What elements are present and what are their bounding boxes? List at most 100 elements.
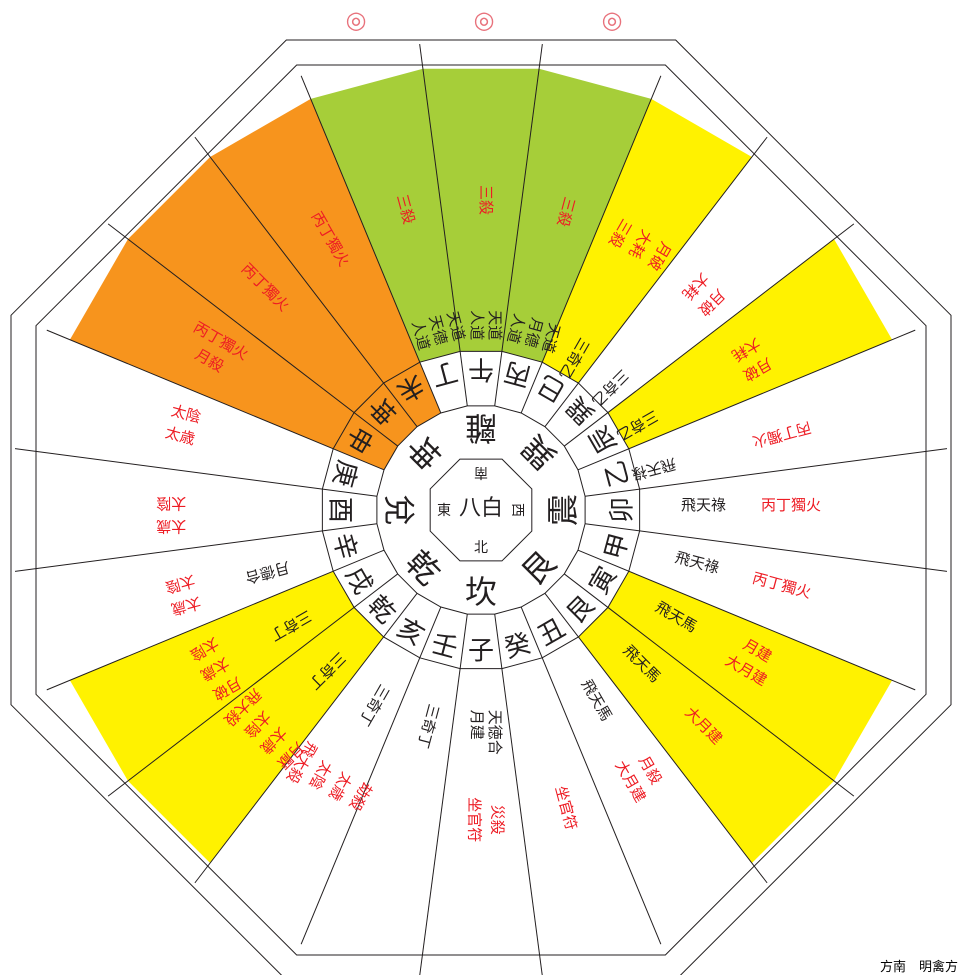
sector-fill — [578, 607, 835, 864]
sector-fill — [628, 339, 923, 490]
inner-cell — [333, 412, 398, 470]
inner-cell — [578, 448, 640, 497]
center-north: 北 — [474, 540, 488, 556]
sector-divider — [494, 614, 543, 975]
sector-fill — [310, 68, 461, 363]
outer-annotation: 人道 — [468, 310, 486, 340]
sector-divider — [494, 43, 543, 406]
sector-divider — [544, 592, 768, 884]
sector-fill — [607, 239, 893, 449]
sector-divider — [107, 573, 399, 797]
inner-cell — [564, 412, 629, 470]
outer-annotation: 天徳合 — [486, 710, 504, 755]
sector-divider — [585, 448, 948, 497]
inner-cell — [564, 550, 629, 608]
footer-note: 方南 明禽方 — [879, 960, 958, 975]
stem-label: 子 — [468, 637, 494, 667]
trigram-label: 兌 — [380, 494, 418, 526]
sector-divider — [419, 43, 468, 406]
sector-fill — [639, 451, 923, 569]
inner-cell — [460, 614, 502, 669]
sector-fill — [501, 68, 652, 363]
sector-divider — [194, 592, 418, 884]
sector-divider — [563, 573, 855, 797]
stem-label: 酉 — [325, 497, 355, 523]
sector-fill — [127, 156, 384, 413]
sector-fill — [210, 636, 420, 922]
inner-cell — [494, 351, 543, 413]
mark-3: ◎ — [602, 6, 623, 34]
sector-divider — [300, 606, 442, 945]
inner-cell — [521, 362, 579, 427]
sector-fill — [542, 98, 752, 384]
hub-octagon — [429, 458, 533, 562]
inner-cell — [322, 523, 384, 572]
sector-divider — [577, 549, 916, 691]
marks: ◎ ◎ ◎ — [346, 6, 623, 34]
sector-divider — [46, 329, 385, 471]
sector-fill — [210, 98, 420, 384]
sector-fill — [39, 451, 323, 569]
outer-annotation: 月建 — [468, 710, 486, 740]
sector-fill — [69, 239, 355, 449]
inner-cell — [544, 573, 608, 637]
outer-annotation: 天道 — [486, 310, 504, 340]
inner-cell — [322, 448, 384, 497]
stem-label: 卯 — [608, 497, 638, 523]
sector-divider — [563, 223, 855, 447]
sector-fill — [39, 530, 334, 681]
inner-cell — [333, 550, 398, 608]
inner-cell — [419, 607, 468, 669]
sector-fill — [127, 607, 384, 864]
rim-annotation: 災殺 — [488, 805, 506, 835]
sector-divider — [544, 136, 768, 428]
sector-divider — [520, 606, 662, 945]
sector-divider — [14, 448, 377, 497]
sector-divider — [520, 75, 662, 414]
trigram-label: 離 — [465, 409, 497, 447]
inner-cell — [419, 351, 468, 413]
center-west: 西 — [509, 503, 525, 517]
sector-divider — [107, 223, 399, 447]
mark-2: ◎ — [474, 6, 495, 34]
rim-annotation: 太陰 — [156, 495, 186, 513]
inner-cell — [544, 383, 608, 447]
sector-divider — [46, 549, 385, 691]
sector-fill — [422, 68, 540, 352]
sector-fill — [69, 571, 355, 781]
inner-cell — [521, 593, 579, 658]
sector-fill — [501, 657, 652, 952]
sector-fill — [578, 156, 835, 413]
sector-dividers — [14, 43, 948, 975]
rim-annotation: 丙丁獨火 — [761, 496, 821, 514]
outer-annotation: 飛天祿 — [681, 496, 726, 514]
outer-ring — [10, 39, 952, 975]
trigram-label: 震 — [544, 494, 582, 526]
center-east: 東 — [437, 503, 451, 519]
center-hub: 八白 北 南 東 西 — [437, 464, 525, 556]
center-south: 南 — [474, 464, 488, 480]
inner-cell — [460, 351, 502, 406]
sector-fill — [628, 530, 923, 681]
inner-cell — [383, 593, 441, 658]
center-number: 八白 — [459, 496, 503, 521]
inner-cell — [354, 383, 418, 447]
wheel-rings — [10, 39, 952, 975]
inner-cell — [585, 489, 640, 531]
rim-annotation: 太歳 — [156, 517, 186, 535]
sector-divider — [194, 136, 418, 428]
sector-divider — [577, 329, 916, 471]
rim-ring — [35, 64, 927, 956]
sector-divider — [419, 614, 468, 975]
sector-fill — [39, 339, 334, 490]
sector-fill — [422, 668, 540, 952]
rim-annotation: 三殺 — [477, 185, 495, 215]
rim-annotation: 坐官符 — [466, 797, 484, 842]
sector-fill — [607, 571, 893, 781]
sector-divider — [585, 523, 948, 572]
inner-cell — [578, 523, 640, 572]
mark-1: ◎ — [346, 6, 367, 34]
sector-fill — [542, 636, 752, 922]
sector-fill — [310, 657, 461, 952]
